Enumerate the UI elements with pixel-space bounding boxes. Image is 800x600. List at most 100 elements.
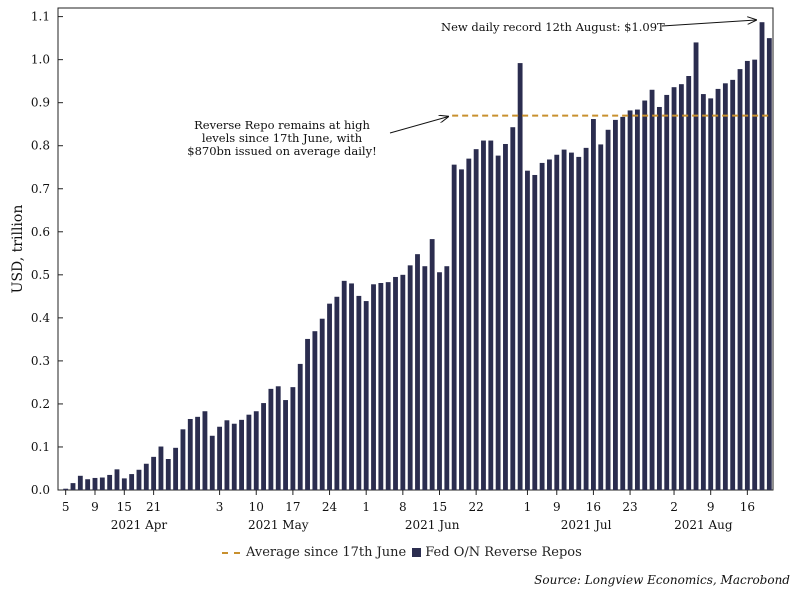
bar [239,419,244,490]
legend-average-label: Average since 17th June [246,545,407,560]
bar [165,459,171,490]
bar [517,63,523,491]
bar [290,387,296,490]
legend-dash-swatch [222,551,240,554]
bar [612,119,618,490]
bar [481,140,486,491]
y-tick-label: 0.0 [31,483,50,497]
bar [261,403,266,490]
annotation-text: $870bn issued on average daily! [187,144,376,158]
x-day-label: 9 [553,500,561,514]
legend: Average since 17th June Fed O/N Reverse … [222,545,588,560]
x-day-label: 9 [91,500,99,514]
bar [121,478,127,490]
x-day-label: 5 [62,500,70,514]
x-day-label: 1 [524,500,532,514]
bar [246,414,252,490]
legend-repos: Fed O/N Reverse Repos [412,545,582,560]
bar [744,60,750,491]
bar [70,483,76,490]
x-day-label: 24 [322,500,338,514]
bar [415,254,420,490]
bar [554,154,560,490]
bar [378,283,384,490]
bar [363,301,369,490]
bar [195,416,201,490]
y-tick-label: 0.6 [31,225,50,239]
bar [605,129,611,491]
y-tick-label: 0.1 [31,440,50,454]
x-month-label: 2021 Apr [111,518,168,532]
x-day-label: 16 [740,500,755,514]
y-tick-label: 1.1 [31,10,50,24]
bar [437,272,442,490]
legend-bar-swatch [412,548,422,557]
bar [99,477,105,490]
y-tick-label: 0.4 [31,311,50,325]
bar [759,22,765,490]
bar [488,140,494,491]
bar [539,162,545,490]
y-axis-label: USD, trillion [10,205,26,294]
bar [627,110,633,491]
bar [297,363,303,490]
annotation-text: levels since 17th June, with [202,131,363,145]
bar [451,164,457,490]
bar [283,400,288,490]
y-tick-label: 0.7 [31,182,50,196]
annotation-text: New daily record 12th August: $1.09T [441,20,665,34]
x-day-label: 15 [117,500,132,514]
bar [503,143,508,491]
bar [268,388,274,490]
bar [187,418,193,490]
bar [151,456,157,490]
bar [686,76,692,490]
bar [576,156,582,490]
bar [547,159,552,491]
bar [561,149,567,490]
legend-repos-label: Fed O/N Reverse Repos [425,545,582,560]
bar [217,426,223,490]
bar [459,169,464,490]
bar [495,155,501,491]
bar [371,284,376,490]
bar [708,98,714,491]
x-day-label: 22 [468,500,483,514]
bar [591,119,596,490]
bar [429,239,435,490]
annotation-text: Reverse Repo remains at high [194,118,370,132]
bar [224,420,230,490]
bar [92,477,98,490]
bar [649,89,655,491]
bar [671,87,677,490]
x-day-label: 21 [146,500,161,514]
bar [107,474,113,490]
bar [180,429,186,490]
bar [334,296,340,490]
bar [715,88,721,490]
y-tick-label: 0.3 [31,354,50,368]
y-tick-label: 0.5 [31,268,50,282]
bar [231,423,237,490]
bar [620,116,626,490]
bar [693,42,699,491]
bar [393,276,398,490]
bar [385,282,391,490]
legend-average: Average since 17th June [222,545,406,560]
bar [656,106,662,490]
bar [114,469,120,490]
bar [63,488,69,490]
x-day-label: 8 [399,500,407,514]
x-month-label: 2021 May [248,518,309,532]
bar [202,411,208,490]
bar [341,280,347,490]
bar [730,79,736,491]
bar [305,338,310,490]
bar [356,295,362,490]
bar [532,174,538,491]
x-day-label: 9 [707,500,715,514]
bar [444,266,450,490]
bar [664,94,670,491]
x-day-label: 1 [362,500,370,514]
